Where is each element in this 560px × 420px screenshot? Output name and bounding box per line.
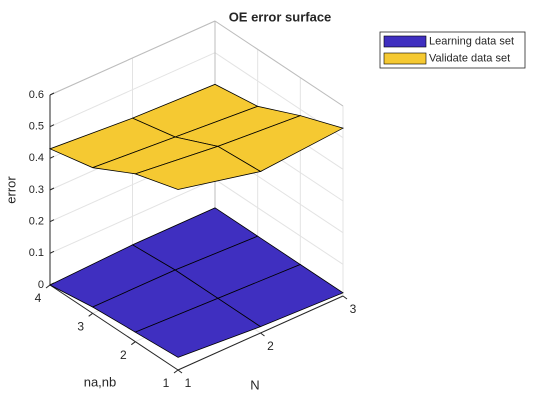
z-tick-label: 0.4: [29, 152, 44, 164]
y-tick: [173, 369, 179, 374]
legend-label: Learning data set: [429, 35, 514, 47]
z-tick: [49, 219, 55, 223]
z-tick: [49, 250, 55, 254]
y-tick-label: 3: [77, 320, 84, 334]
z-axis-label: error: [3, 176, 18, 204]
z-tick-label: 0.5: [29, 121, 44, 133]
z-tick-label: 0.3: [29, 184, 44, 196]
legend-swatch: [383, 35, 427, 48]
x-axis-label: N: [250, 377, 259, 392]
z-tick: [49, 187, 55, 191]
x-tick: [342, 295, 348, 300]
surface-patch: [134, 145, 262, 190]
y-tick: [88, 312, 93, 317]
z-tick: [49, 155, 55, 159]
y-axis: [49, 284, 179, 371]
x-tick-label: 3: [350, 302, 357, 316]
z-tick-label: 0.2: [29, 216, 44, 228]
box-edge: [214, 20, 344, 107]
y-tick: [131, 341, 136, 346]
chart-title: OE error surface: [229, 9, 332, 24]
x-tick: [177, 369, 183, 374]
grid-line: [49, 52, 216, 128]
surface-patch: [134, 297, 262, 358]
z-tick-label: 0.6: [29, 89, 44, 101]
y-tick-label: 1: [163, 376, 170, 390]
z-tick: [49, 124, 55, 128]
y-tick-label: 4: [35, 291, 42, 305]
x-tick: [260, 332, 265, 337]
z-tick-label: 0: [38, 279, 44, 291]
legend-swatch: [383, 52, 427, 65]
y-tick: [45, 284, 51, 289]
z-tick-label: 0.1: [29, 247, 44, 259]
z-tick: [49, 92, 55, 96]
y-axis-label: na,nb: [84, 374, 117, 389]
grid-line: [214, 178, 344, 265]
legend-label: Validate data set: [429, 52, 510, 64]
y-tick-label: 2: [120, 348, 127, 362]
x-tick-label: 2: [267, 339, 274, 353]
box-edge: [49, 20, 216, 96]
grid-line: [49, 178, 216, 254]
x-tick-label: 1: [185, 376, 192, 390]
